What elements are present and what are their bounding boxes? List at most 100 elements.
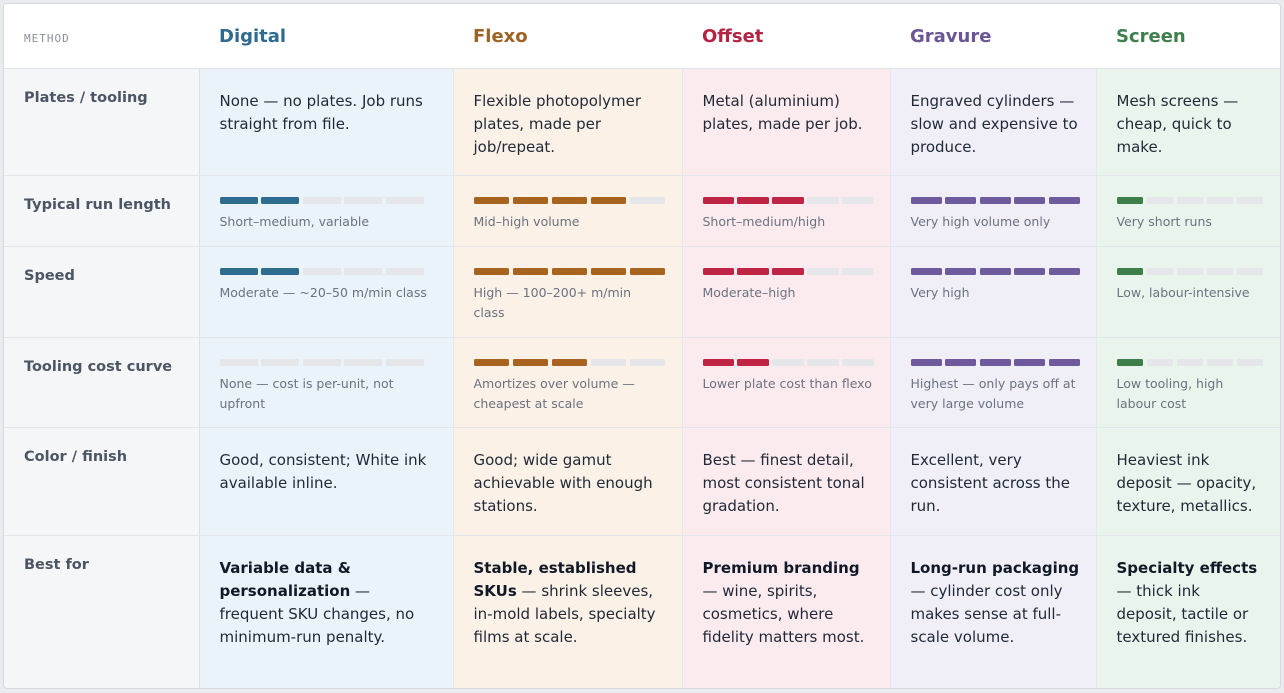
rating-segment-empty xyxy=(1176,359,1204,366)
bar-caption: Very short runs xyxy=(1116,214,1212,229)
rating-segment-filled xyxy=(979,197,1011,204)
row-label: Best for xyxy=(4,535,200,688)
bar-caption: Short–medium, variable xyxy=(219,214,370,229)
rating-segment-filled xyxy=(473,359,510,366)
bar-caption: Very high volume only xyxy=(910,214,1051,229)
rating-segment-filled xyxy=(737,268,769,275)
row-label: Typical run length xyxy=(4,175,200,247)
rating-segment-empty xyxy=(629,359,666,366)
rating-segment-empty xyxy=(842,197,874,204)
row-tooling-cost-curve: Tooling cost curve None — cost is per-un… xyxy=(4,337,1280,428)
rating-segment-filled xyxy=(702,359,734,366)
row-label: Tooling cost curve xyxy=(4,337,200,428)
row-typical-run-length: Typical run length Short–medium, variabl… xyxy=(4,175,1280,247)
bar-caption: Lower plate cost than flexo xyxy=(702,376,872,391)
rating-segment-filled xyxy=(512,268,549,275)
bar-caption: Low tooling, high labour cost xyxy=(1116,376,1224,411)
rating-segment-filled xyxy=(590,268,627,275)
rating-segment-filled xyxy=(512,197,549,204)
rating-segment-filled xyxy=(910,197,942,204)
table-cell: Engraved cylinders — slow and expensive … xyxy=(890,68,1097,176)
cell-text: Metal (aluminium) plates, made per job. xyxy=(702,92,863,133)
cell-rest-text: — cylinder cost only makes sense at full… xyxy=(910,582,1063,646)
rating-segment-empty xyxy=(344,359,382,366)
cell-rest-text: — frequent SKU changes, no minimum-run p… xyxy=(219,582,415,646)
rating-segment-filled xyxy=(772,197,804,204)
rating-bar xyxy=(1116,268,1264,275)
rating-bar xyxy=(473,359,666,366)
table-cell: Good, consistent; White ink available in… xyxy=(199,427,454,536)
table-cell: Low, labour-intensive xyxy=(1096,246,1280,338)
cell-text: Specialty effects — thick ink deposit, t… xyxy=(1117,557,1264,649)
rating-segment-filled xyxy=(1014,268,1045,275)
table-cell: Highest — only pays off at very large vo… xyxy=(890,337,1097,428)
column-title: Screen xyxy=(1116,25,1186,47)
rating-segment-filled xyxy=(1048,268,1080,275)
table-cell: Short–medium, variable xyxy=(199,175,454,247)
rating-segment-filled xyxy=(945,268,976,275)
rating-bar xyxy=(1116,359,1264,366)
rating-segment-filled xyxy=(261,197,299,204)
rating-segment-empty xyxy=(590,359,627,366)
column-header-offset: Offset xyxy=(682,4,890,69)
comparison-table-card: METHOD Digital Flexo Offset Gravure Scre… xyxy=(3,3,1281,689)
rating-segment-empty xyxy=(1146,197,1174,204)
cell-strong-text: Premium branding xyxy=(702,559,860,577)
rating-segment-filled xyxy=(629,268,666,275)
column-title: Flexo xyxy=(473,25,528,47)
bar-caption: Mid–high volume xyxy=(473,214,580,229)
rating-segment-empty xyxy=(302,359,341,366)
rating-segment-empty xyxy=(807,197,839,204)
rating-segment-empty xyxy=(629,197,666,204)
table-cell: Moderate — ~20–50 m/min class xyxy=(199,246,454,338)
rating-segment-filled xyxy=(551,197,588,204)
table-cell: Premium branding — wine, spirits, cosmet… xyxy=(682,535,891,688)
table-cell: Long-run packaging — cylinder cost only … xyxy=(890,535,1097,688)
bar-caption: Highest — only pays off at very large vo… xyxy=(910,376,1076,411)
rating-bar xyxy=(702,359,874,366)
rating-segment-empty xyxy=(1206,197,1234,204)
table-cell: Very short runs xyxy=(1096,175,1280,247)
table-cell: Very high xyxy=(890,246,1097,338)
rating-segment-empty xyxy=(772,359,804,366)
table-cell: Lower plate cost than flexo xyxy=(682,337,891,428)
rating-segment-filled xyxy=(219,197,258,204)
cell-strong-text: Variable data & personalization xyxy=(219,559,351,600)
bar-caption: Amortizes over volume — cheapest at scal… xyxy=(473,376,635,411)
rating-segment-filled xyxy=(979,359,1011,366)
rating-segment-filled xyxy=(772,268,804,275)
rating-bar xyxy=(702,268,874,275)
rating-segment-empty xyxy=(344,197,382,204)
column-header-screen: Screen xyxy=(1096,4,1280,69)
rating-segment-filled xyxy=(702,268,734,275)
rating-bar xyxy=(219,197,437,204)
table-cell: Stable, established SKUs — shrink sleeve… xyxy=(453,535,683,688)
cell-text: Engraved cylinders — slow and expensive … xyxy=(910,92,1078,156)
rating-segment-filled xyxy=(737,359,769,366)
rating-segment-filled xyxy=(945,197,976,204)
rating-segment-empty xyxy=(302,268,341,275)
rating-segment-empty xyxy=(842,268,874,275)
rating-segment-empty xyxy=(1146,359,1174,366)
rating-segment-filled xyxy=(910,268,942,275)
cell-rest-text: — thick ink deposit, tactile or textured… xyxy=(1116,582,1249,646)
bar-caption: Very high xyxy=(910,285,970,300)
rating-segment-filled xyxy=(1116,359,1144,366)
bar-caption: High — 100–200+ m/min class xyxy=(473,285,632,320)
table-cell: Good; wide gamut achievable with enough … xyxy=(453,427,683,536)
cell-text: Heaviest ink deposit — opacity, texture,… xyxy=(1116,451,1257,515)
rating-bar xyxy=(910,359,1080,366)
table-cell: None — no plates. Job runs straight from… xyxy=(199,68,454,176)
column-header-flexo: Flexo xyxy=(453,4,682,69)
table-cell: Heaviest ink deposit — opacity, texture,… xyxy=(1096,427,1280,536)
rating-segment-filled xyxy=(1048,197,1080,204)
row-color-finish: Color / finish Good, consistent; White i… xyxy=(4,427,1280,536)
rating-segment-filled xyxy=(945,359,976,366)
method-label: METHOD xyxy=(24,31,70,45)
rating-segment-empty xyxy=(344,268,382,275)
cell-text: Flexible photopolymer plates, made per j… xyxy=(473,92,642,156)
rating-segment-filled xyxy=(590,197,627,204)
rating-segment-empty xyxy=(807,359,839,366)
cell-text: Variable data & personalization — freque… xyxy=(220,557,437,649)
table-cell: Mid–high volume xyxy=(453,175,683,247)
